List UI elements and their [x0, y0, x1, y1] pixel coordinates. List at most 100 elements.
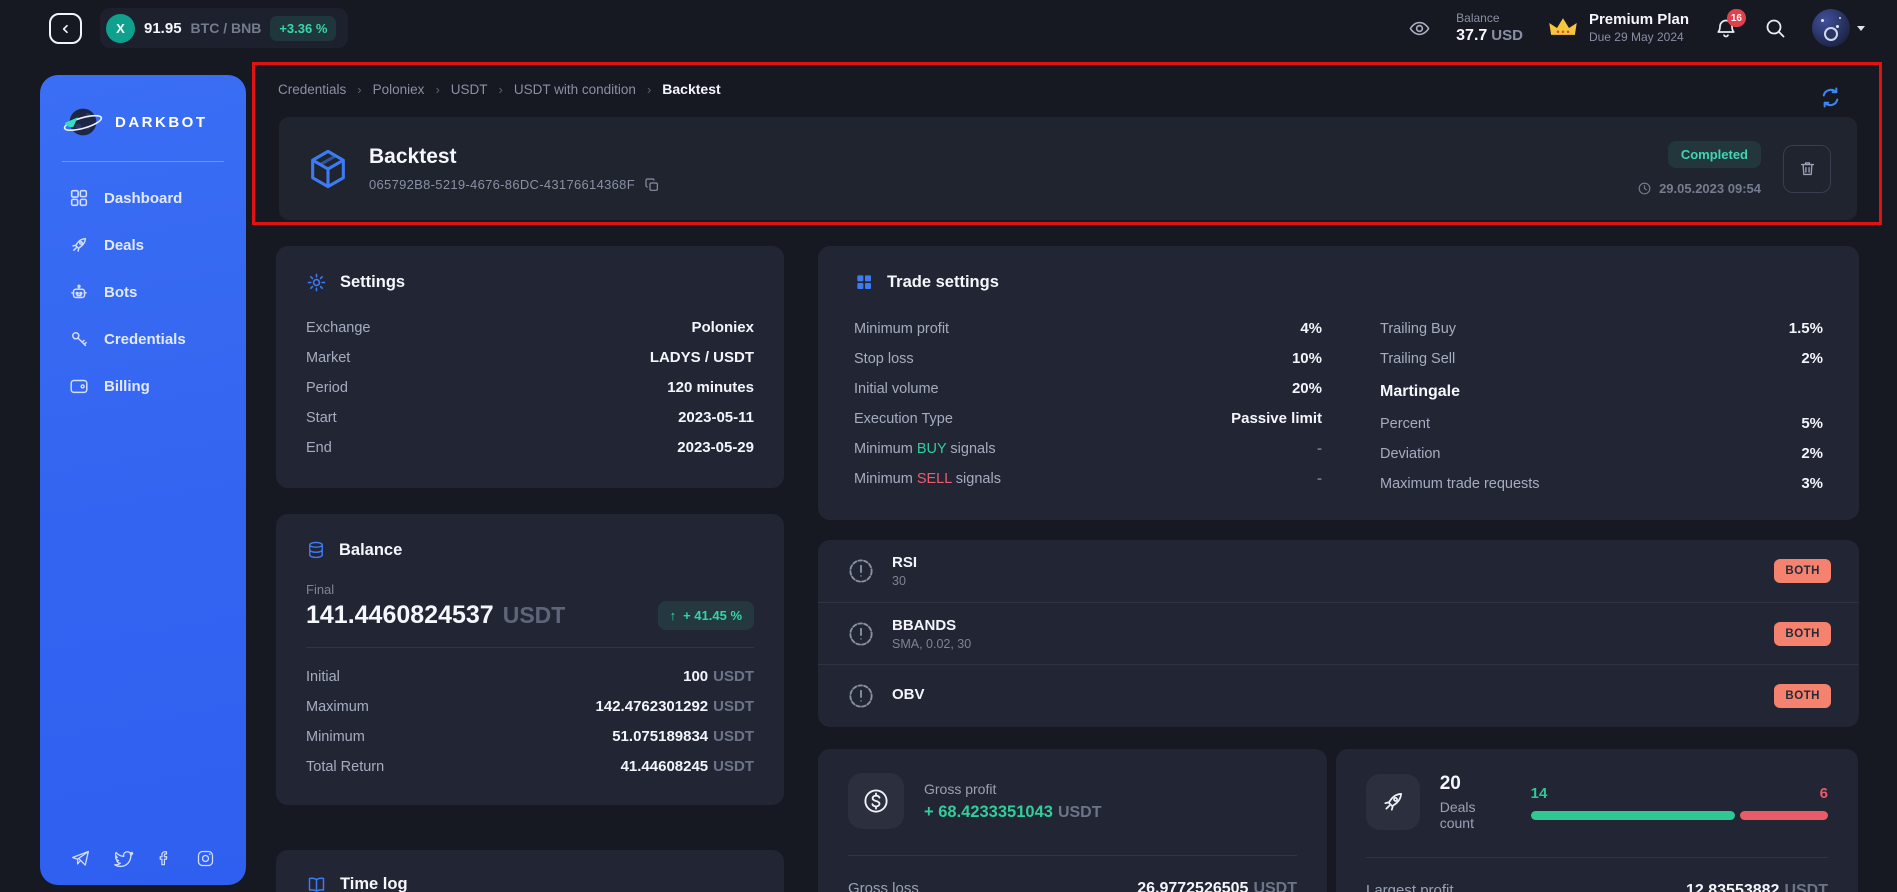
- final-balance-value: 141.4460824537: [306, 601, 494, 629]
- grid-icon: [854, 272, 874, 292]
- search-button[interactable]: [1763, 16, 1787, 40]
- indicator-seal-icon: [846, 556, 876, 586]
- trash-icon: [1798, 159, 1817, 178]
- sidebar-item-label: Deals: [104, 236, 145, 254]
- row-label: End: [306, 440, 332, 456]
- arrow-up-icon: ↑: [669, 608, 677, 623]
- crown-icon: [1548, 13, 1578, 43]
- notifications-button[interactable]: 16: [1714, 9, 1746, 40]
- brand-name: DARKBOT: [115, 113, 208, 131]
- row-label: Market: [306, 350, 351, 366]
- status-badge: Completed: [1667, 141, 1761, 168]
- chevron-down-icon: [1857, 25, 1865, 31]
- sidebar: DARKBOT Dashboard Deals Bots Credential: [40, 75, 246, 885]
- row-label: Exchange: [306, 320, 371, 336]
- row-value: 120 minutes: [667, 379, 754, 396]
- sidebar-nav: Dashboard Deals Bots Credentials Billing: [40, 186, 246, 398]
- deals-win-loss-chart: 14 6: [1530, 784, 1828, 820]
- balance-card-title: Balance: [339, 540, 403, 559]
- largest-profit-value: 12.83553882 USDT: [1686, 882, 1828, 892]
- balance-card: Balance Final 141.4460824537 USDT ↑ + 41…: [276, 514, 784, 805]
- sidebar-item-billing[interactable]: Billing: [40, 374, 246, 398]
- breadcrumb-item-poloniex[interactable]: Poloniex: [372, 81, 425, 97]
- row-label: Stop loss: [854, 351, 914, 367]
- twitter-icon: [112, 847, 134, 869]
- book-icon: [306, 874, 327, 892]
- sidebar-item-deals[interactable]: Deals: [40, 233, 246, 257]
- indicator-row-bbands: BBANDS SMA, 0.02, 30 BOTH: [818, 602, 1859, 664]
- dashboard-grid-icon: [68, 187, 90, 209]
- eye-icon: [1408, 17, 1431, 40]
- brand-logo[interactable]: DARKBOT: [40, 101, 246, 143]
- sell-keyword: SELL: [916, 471, 952, 487]
- indicator-name: RSI: [892, 554, 918, 571]
- breadcrumb-separator: ›: [498, 81, 503, 97]
- row-label: Period: [306, 380, 348, 396]
- time-log-card-title: Time log: [340, 875, 408, 892]
- row-label: Minimum SELL signals: [854, 471, 1001, 487]
- facebook-link[interactable]: [154, 848, 174, 868]
- sidebar-item-credentials[interactable]: Credentials: [40, 327, 246, 351]
- breadcrumb: Credentials › Poloniex › USDT › USDT wit…: [278, 81, 721, 97]
- breadcrumb-separator: ›: [357, 81, 362, 97]
- deals-bar-win: [1530, 810, 1736, 820]
- row-value: 2023-05-11: [678, 409, 754, 426]
- twitter-link[interactable]: [112, 847, 134, 869]
- indicator-row-rsi: RSI 30 BOTH: [818, 540, 1859, 602]
- indicator-signal-badge: BOTH: [1774, 683, 1831, 708]
- ticker-widget[interactable]: X 91.95 BTC / BNB +3.36 %: [100, 8, 349, 48]
- row-value: 142.4762301292 USDT: [595, 698, 754, 715]
- indicator-name: BBANDS: [892, 616, 957, 634]
- sidebar-collapse-button[interactable]: [49, 13, 82, 44]
- account-balance: Balance 37.7 USD: [1456, 11, 1523, 46]
- row-value: -: [1317, 470, 1322, 487]
- row-value: Poloniex: [691, 319, 754, 336]
- settings-row-period: Period 120 minutes: [306, 379, 754, 396]
- sidebar-item-bots[interactable]: Bots: [40, 280, 246, 304]
- refresh-button[interactable]: [1818, 85, 1843, 110]
- settings-row-start: Start 2023-05-11: [306, 409, 754, 426]
- cube-icon: [305, 146, 351, 192]
- facebook-icon: [154, 848, 174, 868]
- sidebar-item-dashboard[interactable]: Dashboard: [40, 186, 246, 210]
- copy-uuid-button[interactable]: [644, 177, 660, 193]
- sidebar-item-label: Dashboard: [104, 189, 183, 207]
- row-value: 3%: [1801, 475, 1823, 492]
- database-icon: [306, 540, 326, 560]
- breadcrumb-item-credentials[interactable]: Credentials: [278, 81, 347, 97]
- sidebar-divider: [62, 161, 224, 162]
- annotation-highlight-box: Credentials › Poloniex › USDT › USDT wit…: [252, 62, 1882, 225]
- plan-name: Premium Plan: [1588, 11, 1689, 29]
- instagram-link[interactable]: [195, 848, 216, 869]
- user-menu[interactable]: [1812, 9, 1865, 47]
- row-label: Start: [306, 410, 337, 426]
- sidebar-item-label: Billing: [104, 377, 150, 395]
- plan-widget[interactable]: Premium Plan Due 29 May 2024: [1548, 10, 1689, 45]
- balance-row-initial: Initial 100 USDT: [306, 668, 754, 685]
- indicator-params: 30: [892, 574, 906, 588]
- trade-row-percent: Percent 5%: [1380, 415, 1823, 432]
- delete-backtest-button[interactable]: [1783, 144, 1831, 193]
- ticker-change-badge: +3.36 %: [270, 15, 337, 41]
- breadcrumb-item-usdt[interactable]: USDT: [450, 81, 488, 97]
- row-value: LADYS / USDT: [649, 349, 754, 366]
- row-label: Maximum trade requests: [1380, 476, 1540, 492]
- breadcrumb-item-usdt-with-condition[interactable]: USDT with condition: [513, 81, 636, 97]
- settings-row-market: Market LADYS / USDT: [306, 349, 754, 366]
- indicators-card: RSI 30 BOTH BBANDS SMA, 0.02, 30 BOTH OB…: [818, 540, 1859, 727]
- key-icon: [68, 328, 90, 350]
- backtest-datetime: 29.05.2023 09:54: [1659, 181, 1761, 196]
- balance-visibility-button[interactable]: [1408, 17, 1431, 40]
- row-label: Trailing Sell: [1380, 351, 1456, 367]
- row-label: Percent: [1380, 416, 1430, 432]
- deals-loss-count: 6: [1819, 784, 1828, 802]
- buy-keyword: BUY: [916, 441, 947, 457]
- page-title: Backtest: [369, 144, 457, 168]
- planet-logo-icon: [62, 101, 104, 143]
- settings-row-end: End 2023-05-29: [306, 439, 754, 456]
- search-icon: [1763, 16, 1787, 40]
- row-label: Deviation: [1380, 446, 1441, 462]
- telegram-link[interactable]: [70, 848, 91, 869]
- topbar-right: Balance 37.7 USD Premium Plan Due 29 May …: [1408, 0, 1865, 56]
- wallet-icon: [68, 375, 90, 397]
